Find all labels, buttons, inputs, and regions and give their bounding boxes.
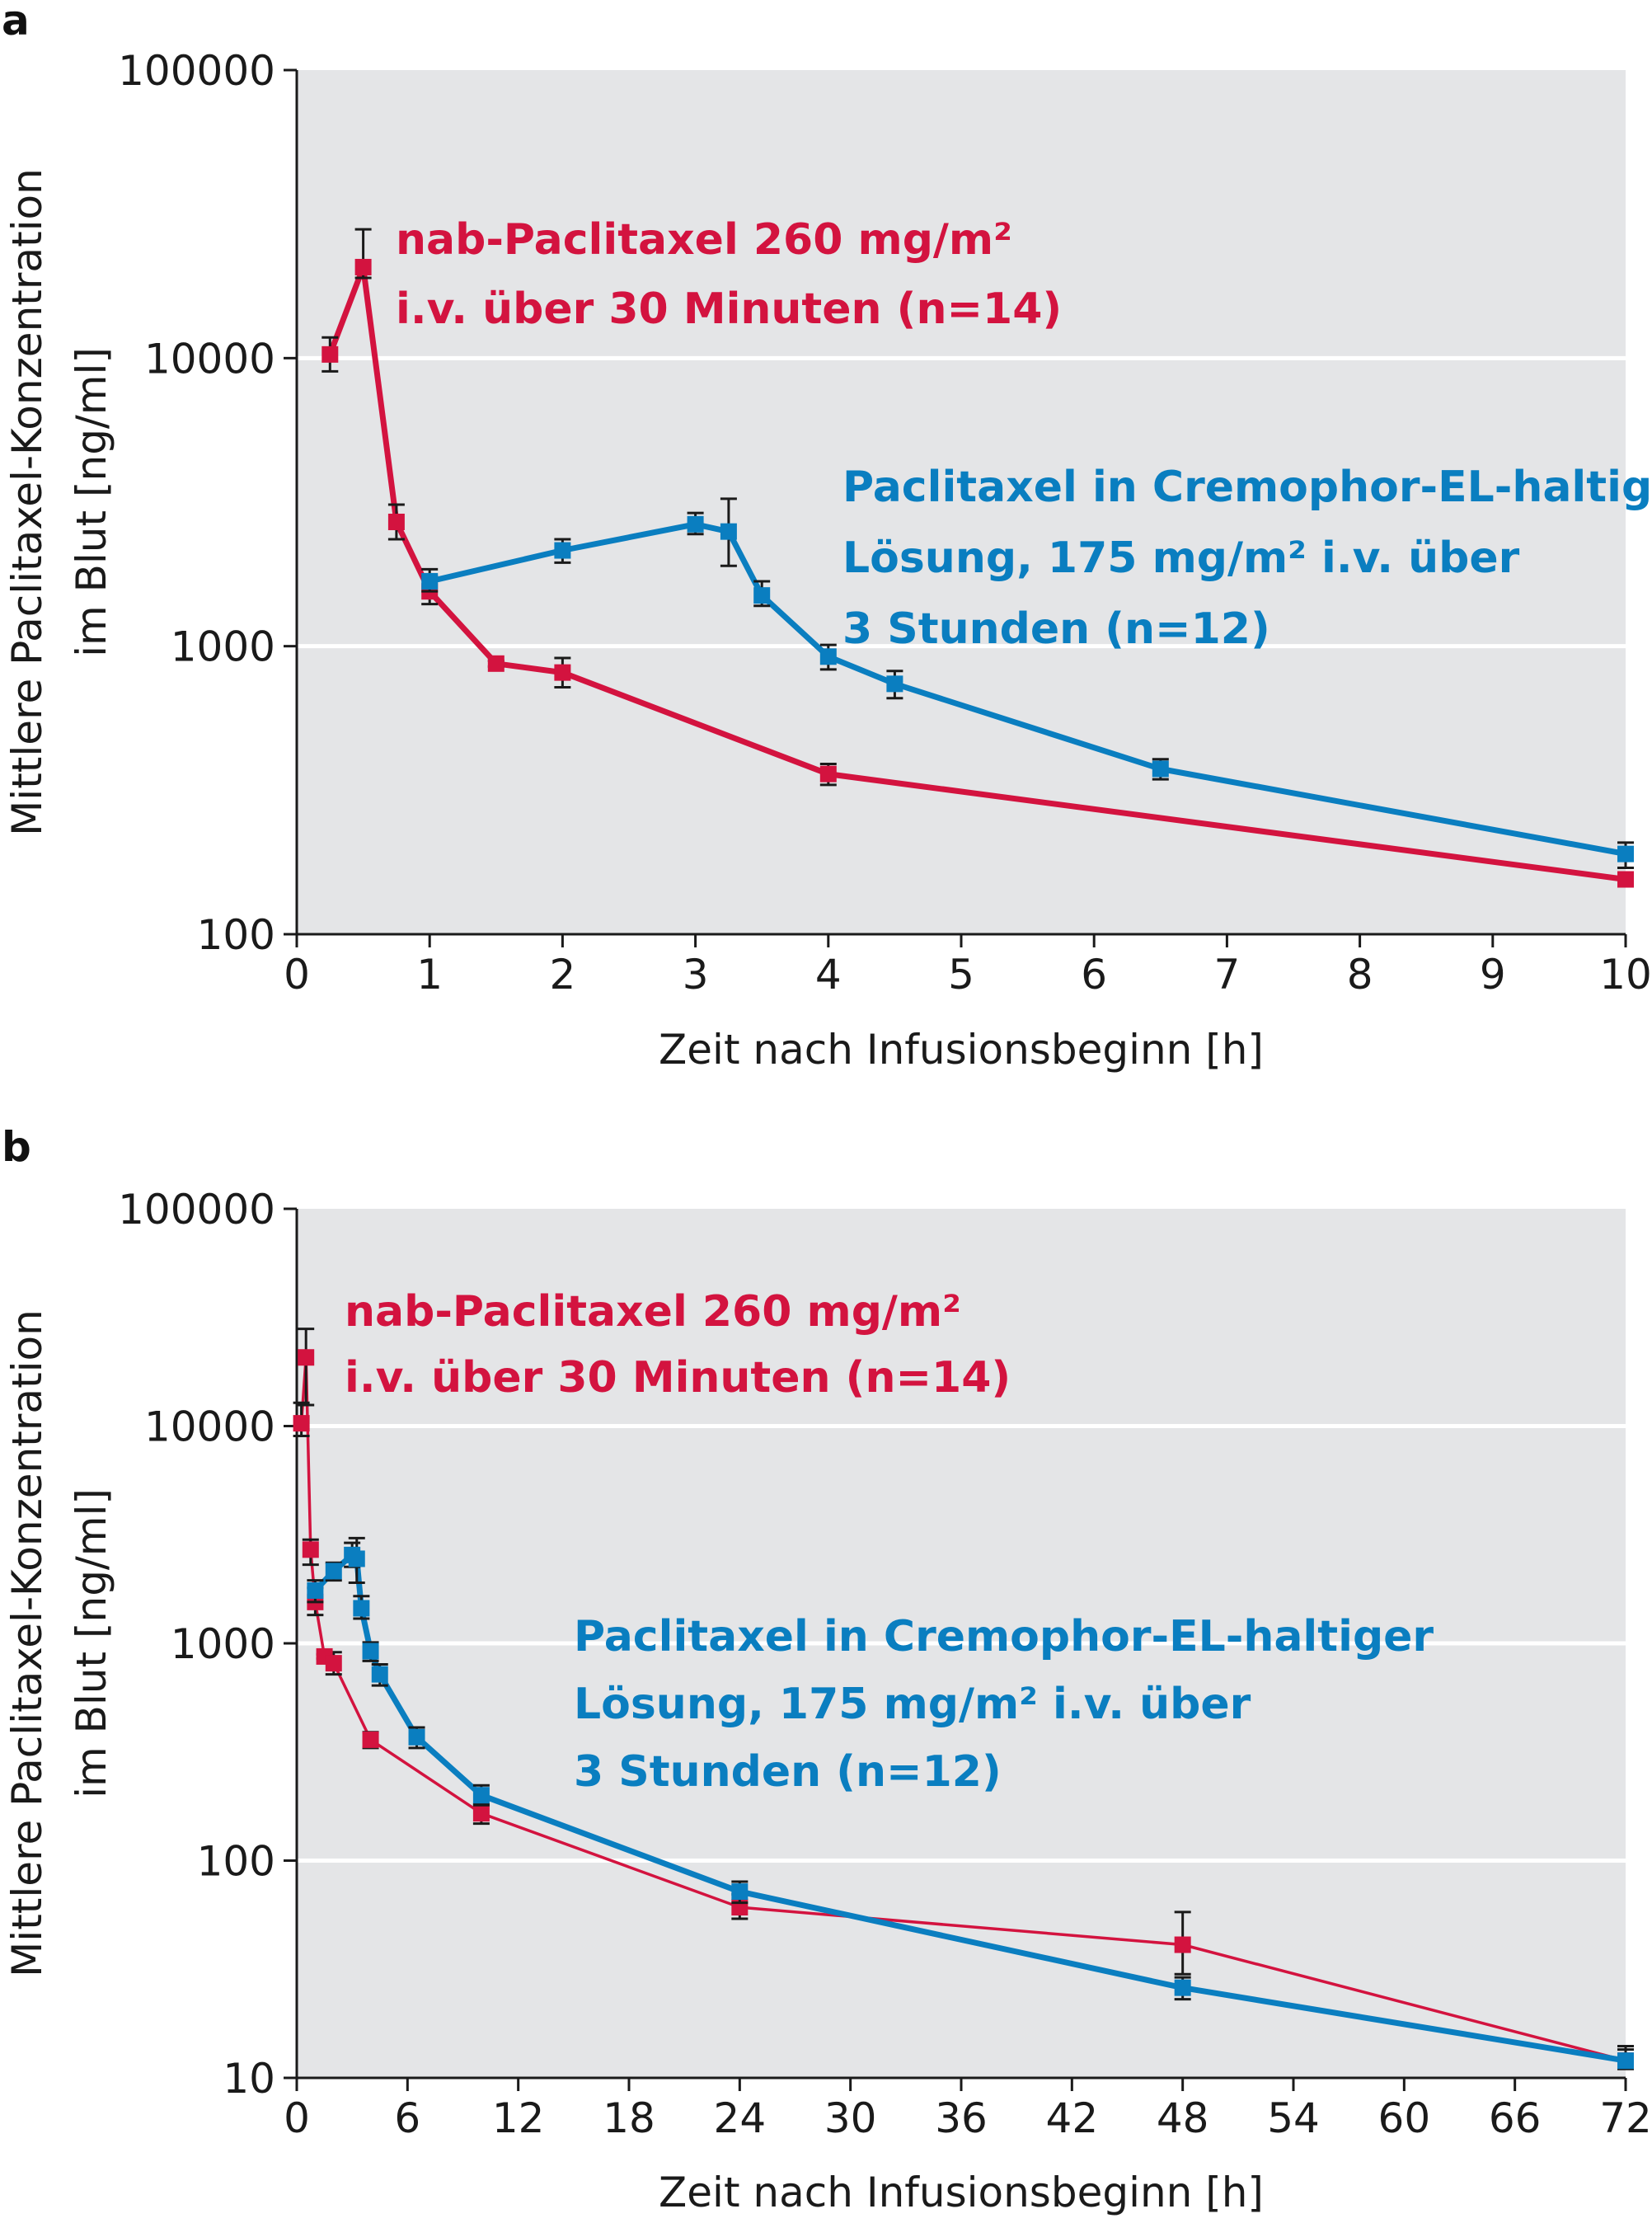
data-point (408, 1728, 425, 1746)
y-tick-label: 10000 (144, 1403, 275, 1451)
series-label-line: i.v. über 30 Minuten (n=14) (345, 1353, 1011, 1403)
data-point (354, 258, 372, 275)
data-point (348, 1550, 365, 1567)
y-axis-title-line1: Mittlere Paclitaxel-Konzentration (3, 168, 51, 836)
data-point (472, 1805, 490, 1822)
data-point (731, 1883, 749, 1901)
data-point (307, 1581, 324, 1599)
data-point (819, 765, 837, 783)
chart-panel-a: a 0 1 2 3 4 5 6 7 8 9 10 100 1000 10000 100000 Zeit nach… (2, 0, 1652, 1074)
data-point (487, 655, 505, 672)
x-tick-label: 6 (394, 2094, 420, 2142)
panel-label: a (2, 0, 30, 45)
series-0: nab-Paclitaxel 260 mg/m² i.v. über 30 Min… (321, 215, 1634, 888)
series-label-line: Lösung, 175 mg/m² i.v. über (842, 533, 1520, 583)
x-tick-label: 7 (1213, 951, 1240, 999)
series-1: Paclitaxel in Cremophor-EL-haltiger Lösun… (307, 1536, 1634, 2070)
data-point (421, 572, 439, 590)
series-1: Paclitaxel in Cremophor-EL-haltiger Lösun… (421, 463, 1652, 869)
data-point (298, 1349, 315, 1366)
x-tick-label: 9 (1480, 951, 1506, 999)
panel-label: b (2, 1123, 31, 1171)
series-label-line: nab-Paclitaxel 260 mg/m² (345, 1287, 961, 1337)
x-tick-label: 42 (1046, 2094, 1099, 2142)
x-tick-label: 3 (683, 951, 709, 999)
x-tick-label: 54 (1267, 2094, 1320, 2142)
data-point (687, 515, 704, 533)
data-point (1152, 760, 1169, 778)
data-point (753, 587, 771, 604)
y-tick-label: 100 (197, 911, 275, 959)
x-tick-label: 1 (416, 951, 443, 999)
data-point (1617, 2052, 1634, 2070)
x-tick-label: 0 (284, 951, 310, 999)
x-tick-label: 36 (935, 2094, 988, 2142)
series-label-line: nab-Paclitaxel 260 mg/m² (396, 215, 1012, 265)
data-point (362, 1731, 379, 1748)
x-tick-label: 0 (284, 2094, 310, 2142)
data-point (293, 1415, 310, 1432)
y-axis-title-line1: Mittlere Paclitaxel-Konzentration (3, 1309, 51, 1977)
x-tick-label: 66 (1489, 2094, 1542, 2142)
data-point (321, 345, 339, 363)
series-label-line: Lösung, 175 mg/m² i.v. über (574, 1680, 1251, 1729)
x-axis-title: Zeit nach Infusionsbeginn [h] (659, 1026, 1264, 1074)
data-point (472, 1787, 490, 1804)
x-tick-label: 2 (549, 951, 575, 999)
y-tick-label: 10000 (144, 335, 275, 383)
x-tick-label: 72 (1599, 2094, 1652, 2142)
x-tick-label: 4 (815, 951, 842, 999)
x-tick-label: 6 (1081, 951, 1107, 999)
data-point (362, 1643, 379, 1660)
data-point (325, 1563, 342, 1580)
data-point (554, 542, 571, 559)
data-point (1617, 871, 1634, 888)
series-label-line: 3 Stunden (n=12) (574, 1747, 1002, 1797)
chart-panel-b: b 0 6 12 18 24 30 36 42 48 54 60 66 72 10 100 1000 10000 1… (2, 1123, 1652, 2216)
x-tick-label: 12 (492, 2094, 545, 2142)
y-tick-label: 100000 (118, 47, 275, 95)
y-tick-label: 100000 (118, 1186, 275, 1234)
data-point (554, 664, 571, 681)
series-label-line: Paclitaxel in Cremophor-EL-haltiger (574, 1612, 1434, 1661)
data-point (819, 648, 837, 665)
x-tick-label: 8 (1347, 951, 1373, 999)
x-tick-label: 10 (1599, 951, 1652, 999)
series-label-line: i.v. über 30 Minuten (n=14) (396, 284, 1062, 334)
series-line (327, 264, 1626, 882)
y-tick-label: 10 (223, 2055, 275, 2103)
x-tick-label: 48 (1157, 2094, 1209, 2142)
x-tick-label: 18 (603, 2094, 655, 2142)
data-point (371, 1666, 388, 1683)
x-tick-label: 5 (948, 951, 974, 999)
y-axis-title-line2: im Blut [ng/ml] (68, 1488, 115, 1798)
data-point (720, 523, 737, 540)
y-axis-title-line2: im Blut [ng/ml] (68, 347, 115, 657)
data-point (886, 675, 903, 693)
data-point (1174, 1936, 1191, 1953)
series-label-line: Paclitaxel in Cremophor-EL-haltiger (842, 463, 1652, 512)
data-point (1174, 1979, 1191, 1996)
x-tick-label: 24 (714, 2094, 767, 2142)
y-tick-label: 100 (197, 1838, 275, 1886)
data-point (353, 1600, 370, 1617)
y-tick-label: 1000 (171, 1620, 275, 1668)
series-label-line: 3 Stunden (n=12) (842, 604, 1270, 654)
x-tick-label: 60 (1378, 2094, 1431, 2142)
x-axis-title: Zeit nach Infusionsbeginn [h] (659, 2169, 1264, 2216)
data-point (1617, 845, 1634, 862)
data-point (325, 1655, 342, 1672)
data-point (387, 513, 405, 530)
y-tick-label: 1000 (171, 623, 275, 671)
data-point (302, 1541, 319, 1558)
x-tick-label: 30 (824, 2094, 877, 2142)
